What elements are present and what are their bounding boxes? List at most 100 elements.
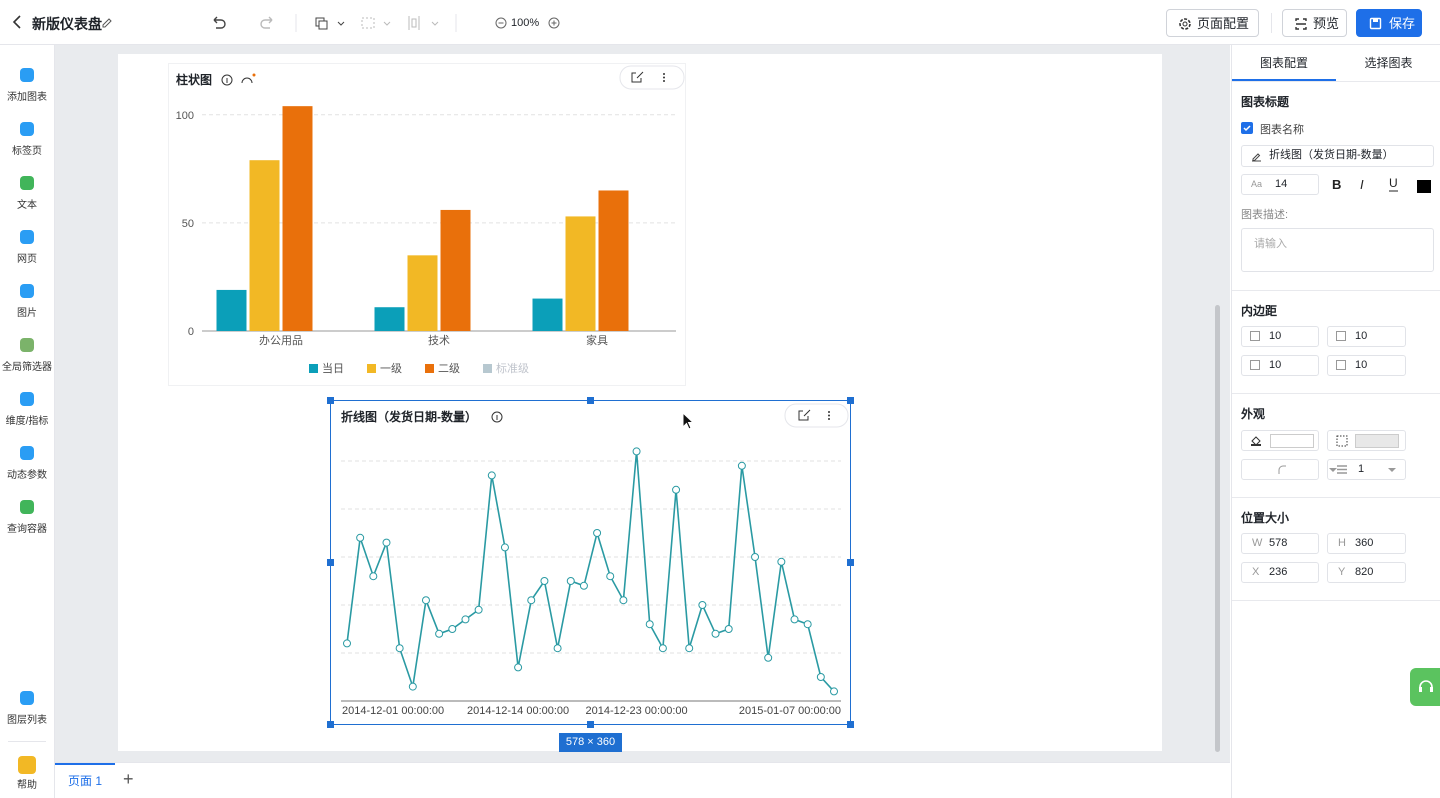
back-icon[interactable] (10, 14, 26, 30)
sidebar-item[interactable]: 全局筛选器 (2, 362, 52, 373)
sidebar-item[interactable]: 查询容器 (7, 524, 47, 535)
point (632, 447, 641, 456)
header: 新版仪表盘 100% 页面配置 预览 保存 (0, 0, 1440, 45)
save-button[interactable]: 保存 (1356, 9, 1422, 37)
border-color-input[interactable] (1327, 430, 1406, 451)
divider (1232, 81, 1440, 82)
padding-input[interactable]: 10 (1327, 355, 1406, 376)
card-toolbar[interactable] (784, 403, 849, 428)
legend-label[interactable]: 二级 (438, 362, 460, 375)
point (593, 529, 602, 537)
point (461, 615, 470, 624)
sidebar-item[interactable]: 图层列表 (7, 715, 47, 726)
sidebar-item[interactable]: 动态参数 (7, 470, 47, 481)
page-tab[interactable]: 页面 1 (55, 763, 115, 798)
legend-swatch[interactable] (309, 364, 318, 373)
x-tick-label: 2014-12-14 00:00:00 (467, 705, 569, 717)
position-input[interactable]: X 236 (1241, 562, 1319, 583)
legend-label[interactable]: 一级 (380, 362, 402, 375)
desc-textarea[interactable]: 请输入 (1241, 228, 1434, 272)
sidebar-item[interactable]: 帮助 (17, 780, 37, 791)
card-toolbar[interactable] (619, 65, 685, 90)
position-input[interactable]: W 578 (1241, 533, 1319, 554)
legend-swatch[interactable] (367, 364, 376, 373)
sidebar-icon[interactable] (20, 338, 34, 352)
scrollbar (1215, 305, 1220, 752)
page-config-button[interactable]: 页面配置 (1166, 9, 1259, 37)
legend-swatch[interactable] (483, 364, 492, 373)
legend-label[interactable]: 当日 (322, 361, 344, 375)
mouse-cursor (682, 412, 695, 430)
pencil-icon (1252, 153, 1261, 162)
padding-icon (1336, 331, 1346, 341)
sidebar-item[interactable]: 文本 (17, 200, 37, 211)
svg-text:I: I (1360, 177, 1364, 192)
sidebar-item[interactable]: 添加图表 (7, 92, 47, 103)
sidebar-icon[interactable] (20, 284, 34, 298)
font-size-input[interactable]: Aa 14 (1241, 174, 1319, 195)
input-value: 10 (1355, 359, 1368, 371)
bar (216, 289, 247, 331)
padding-input[interactable]: 10 (1241, 326, 1319, 347)
resize-handle[interactable] (847, 559, 854, 566)
point (421, 596, 430, 605)
resize-handle[interactable] (327, 559, 334, 566)
sidebar-icon[interactable] (18, 756, 36, 774)
sidebar-icon[interactable] (20, 176, 34, 190)
section-title: 内边距 (1241, 304, 1278, 318)
checkbox[interactable] (1241, 122, 1253, 134)
sidebar-icon[interactable] (20, 122, 34, 136)
position-input[interactable]: H 360 (1327, 533, 1406, 554)
bar (440, 209, 471, 331)
input-value: 236 (1269, 566, 1288, 578)
add-page[interactable]: + (123, 769, 134, 789)
point (685, 644, 694, 653)
resize-handle[interactable] (327, 397, 334, 404)
y-tick-label: 0 (188, 326, 194, 338)
point (343, 639, 351, 648)
point (435, 629, 444, 638)
sidebar-icon[interactable] (20, 68, 34, 82)
resize-handle[interactable] (587, 397, 594, 404)
preview-button[interactable]: 预览 (1282, 9, 1347, 37)
padding-input[interactable]: 10 (1327, 326, 1406, 347)
resize-handle[interactable] (847, 721, 854, 728)
support-button[interactable] (1410, 668, 1440, 706)
resize-handle[interactable] (327, 721, 334, 728)
bar (598, 190, 629, 331)
panel-tab[interactable]: 图表配置 (1232, 45, 1336, 81)
page-tabs: 页面 1 + (55, 762, 1230, 798)
sidebar-item[interactable]: 维度/指标 (5, 416, 49, 427)
sidebar-icon[interactable] (20, 500, 34, 514)
legend-swatch[interactable] (425, 364, 434, 373)
sidebar-icon[interactable] (20, 230, 34, 244)
zoom-out[interactable] (495, 17, 507, 29)
sidebar-item[interactable]: 图片 (17, 308, 37, 319)
radius-select[interactable] (1241, 459, 1337, 480)
svg-text:B: B (1332, 177, 1341, 192)
sidebar-item[interactable]: 网页 (17, 254, 37, 265)
resize-handle[interactable] (847, 397, 854, 404)
padding-input[interactable]: 10 (1241, 355, 1319, 376)
point (369, 572, 378, 581)
bar (532, 298, 563, 331)
fill-color-input[interactable] (1241, 430, 1319, 451)
legend-label[interactable]: 标准级 (496, 361, 529, 375)
resize-handle[interactable] (587, 721, 594, 728)
panel-tab[interactable]: 选择图表 (1364, 56, 1413, 70)
sidebar-icon[interactable] (20, 392, 34, 406)
name-input[interactable]: 折线图（发货日期-数量） (1241, 145, 1434, 167)
sidebar-icon[interactable] (20, 446, 34, 460)
input-value: 578 (1269, 537, 1288, 549)
position-input[interactable]: Y 820 (1327, 562, 1406, 583)
input-label: W (1252, 537, 1263, 549)
border-width-select[interactable]: 1 (1327, 459, 1406, 480)
edit-icon[interactable] (101, 17, 113, 29)
zoom-in[interactable] (548, 17, 560, 29)
point (698, 601, 707, 609)
sidebar-item[interactable]: 标签页 (12, 146, 42, 157)
sidebar-icon[interactable] (20, 691, 34, 705)
